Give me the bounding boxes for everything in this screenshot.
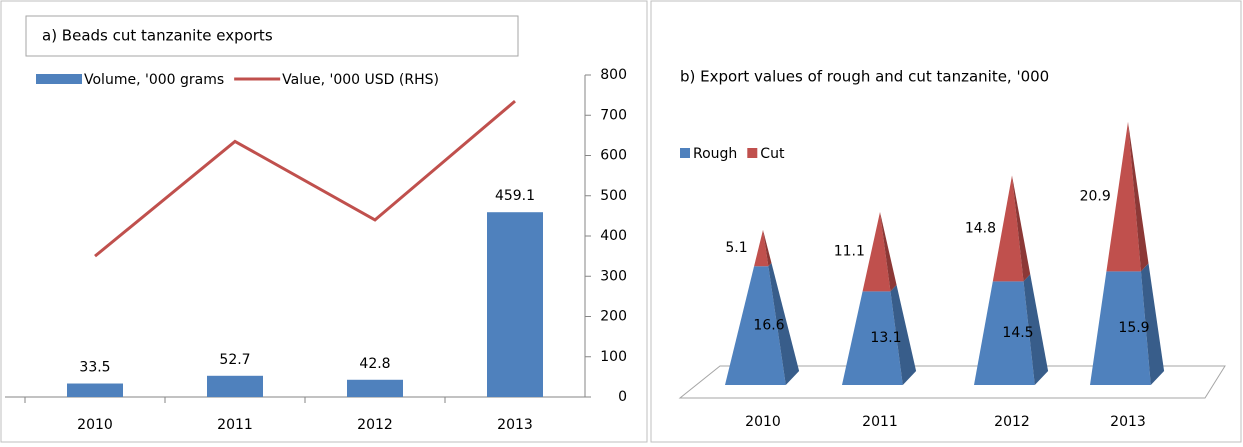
x-tick-label: 2010 — [745, 414, 781, 430]
legend-label: Value, '000 USD (RHS) — [282, 72, 439, 88]
data-label: 5.1 — [725, 240, 747, 256]
legend-swatch — [36, 74, 82, 84]
bar — [67, 383, 123, 397]
y-tick-label: 800 — [600, 67, 627, 83]
pyramid-side — [763, 229, 772, 267]
data-label: 14.8 — [965, 220, 996, 236]
pyramid-side — [1128, 121, 1149, 272]
y-tick-label: 0 — [618, 389, 627, 405]
bar — [207, 375, 263, 397]
x-tick-label: 2012 — [994, 414, 1030, 430]
title-box — [25, 15, 519, 57]
x-tick-label: 2013 — [1110, 414, 1146, 430]
y-tick-label: 200 — [600, 309, 627, 325]
y-tick-label: 300 — [600, 268, 627, 284]
y-tick-label: 700 — [600, 107, 627, 123]
legend-swatch — [680, 148, 690, 158]
data-label: 42.8 — [359, 356, 390, 372]
data-label: 459.1 — [495, 188, 535, 204]
chart-title: a) Beads cut tanzanite exports — [42, 27, 273, 45]
bar — [347, 379, 403, 397]
data-label: 16.6 — [753, 318, 784, 334]
x-tick-label: 2010 — [77, 417, 113, 433]
y-tick-label: 600 — [600, 148, 627, 164]
legend-label: Volume, '000 grams — [84, 72, 224, 88]
data-label: 13.1 — [870, 330, 901, 346]
x-tick-label: 2011 — [862, 414, 898, 430]
pyramid-side — [1140, 263, 1165, 385]
x-tick-label: 2013 — [497, 417, 533, 433]
pyramid-segment — [842, 291, 903, 385]
pyramid-segment — [1090, 271, 1151, 385]
pyramid-side — [1012, 175, 1031, 282]
y-tick-label: 400 — [600, 228, 627, 244]
panel-a — [0, 0, 648, 443]
pyramid-segment — [1106, 121, 1141, 272]
y-tick-label: 500 — [600, 188, 627, 204]
floor — [678, 365, 1226, 399]
pyramid-segment — [974, 281, 1035, 385]
pyramid-segment — [992, 175, 1024, 282]
y-tick-label: 100 — [600, 349, 627, 365]
x-tick-label: 2012 — [357, 417, 393, 433]
pyramid-segment — [754, 229, 769, 267]
pyramid-side — [880, 211, 897, 292]
pyramid-segment — [725, 266, 786, 385]
chart-title: b) Export values of rough and cut tanzan… — [680, 68, 1049, 86]
bar — [487, 212, 543, 397]
pyramid-segment — [862, 211, 891, 292]
pyramid-side — [768, 263, 800, 385]
pyramid-side — [890, 284, 917, 385]
pyramid-side — [1023, 274, 1049, 385]
line — [94, 100, 516, 258]
data-label: 15.9 — [1118, 320, 1149, 336]
data-label: 33.5 — [79, 360, 110, 376]
data-label: 52.7 — [219, 352, 250, 368]
legend-label: Cut — [760, 146, 785, 162]
data-label: 20.9 — [1080, 189, 1111, 205]
legend-swatch — [747, 148, 758, 158]
x-tick-label: 2011 — [217, 417, 253, 433]
data-label: 11.1 — [834, 244, 865, 260]
legend-label: Rough — [693, 146, 737, 162]
data-label: 14.5 — [1002, 325, 1033, 341]
